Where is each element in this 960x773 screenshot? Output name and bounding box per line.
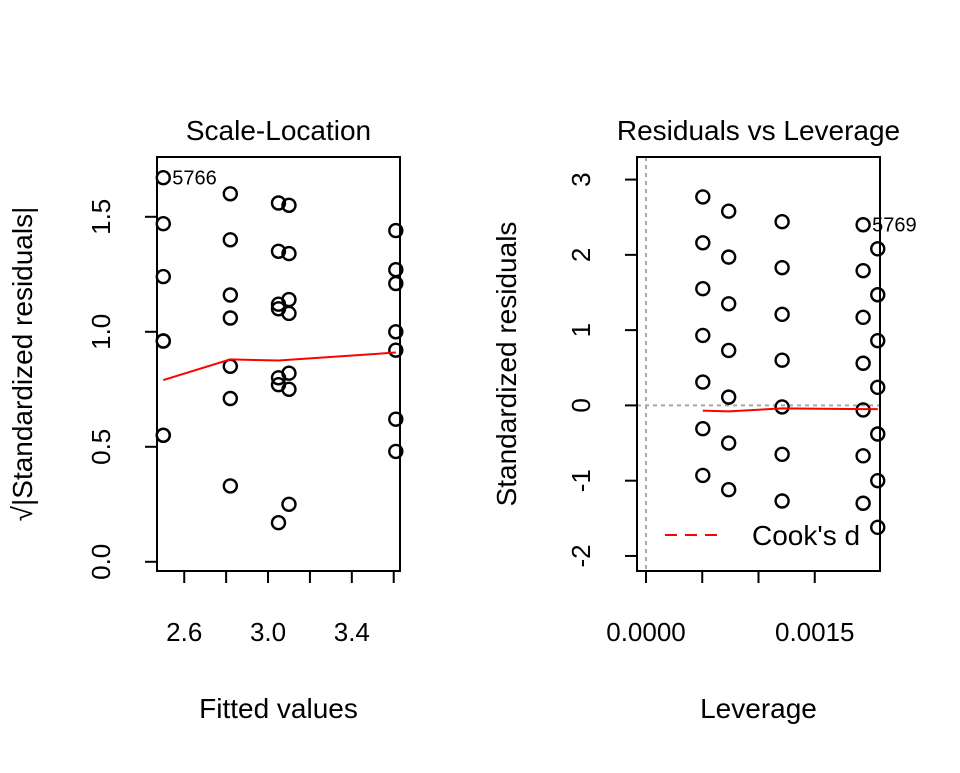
data-point bbox=[855, 448, 871, 464]
data-point bbox=[855, 495, 871, 511]
plot-frame bbox=[156, 156, 401, 572]
data-point bbox=[870, 332, 886, 349]
data-point bbox=[281, 381, 297, 397]
panel-residuals-vs-leverage: Residuals vs Leverage Leverage Standardize… bbox=[491, 115, 917, 724]
x-axis-label: Leverage bbox=[700, 693, 817, 724]
data-point bbox=[720, 203, 737, 219]
x-axis-label: Fitted values bbox=[199, 693, 358, 724]
data-point bbox=[870, 472, 886, 489]
data-point bbox=[388, 222, 404, 239]
point-label: 5769 bbox=[872, 215, 917, 237]
data-point bbox=[155, 333, 171, 349]
data-point bbox=[388, 342, 404, 358]
x-tick-label: 3.0 bbox=[250, 617, 286, 647]
data-point bbox=[870, 241, 886, 257]
data-point bbox=[281, 305, 297, 322]
data-point bbox=[774, 306, 790, 323]
y-axis-label: √|Standardized residuals| bbox=[7, 207, 38, 522]
panel-scale-location: Scale-Location Fitted values √|Standardize… bbox=[7, 115, 404, 724]
y-tick-label: -1 bbox=[566, 469, 596, 492]
data-point bbox=[870, 379, 886, 396]
data-point bbox=[870, 287, 886, 303]
data-point bbox=[695, 281, 711, 297]
data-point bbox=[720, 249, 737, 265]
data-point bbox=[695, 421, 711, 437]
data-point bbox=[155, 169, 171, 186]
y-tick-label: 1.5 bbox=[86, 199, 116, 235]
data-point bbox=[774, 352, 790, 368]
data-point bbox=[774, 399, 790, 415]
x-tick-label: 2.6 bbox=[166, 617, 202, 647]
data-point bbox=[720, 342, 737, 359]
data-point bbox=[695, 467, 711, 484]
legend-label-cooks-distance: Cook's d bbox=[752, 520, 860, 551]
data-point bbox=[281, 197, 297, 214]
data-point bbox=[855, 262, 871, 279]
data-point bbox=[774, 446, 790, 463]
data-point bbox=[720, 389, 737, 405]
data-point bbox=[281, 365, 297, 381]
data-point bbox=[695, 235, 711, 251]
data-point bbox=[222, 478, 239, 494]
data-point bbox=[720, 482, 737, 498]
data-point bbox=[222, 390, 239, 407]
data-point bbox=[281, 245, 297, 262]
y-tick-label: -2 bbox=[566, 544, 596, 567]
smooth-trend-line bbox=[162, 351, 396, 382]
data-point bbox=[155, 215, 171, 232]
point-label: 5766 bbox=[172, 168, 217, 190]
x-tick-label: 0.0000 bbox=[606, 617, 686, 647]
data-point bbox=[855, 217, 871, 233]
data-point bbox=[281, 496, 297, 512]
x-tick-label: 3.4 bbox=[334, 617, 370, 647]
data-point bbox=[720, 296, 737, 312]
data-point bbox=[222, 232, 239, 248]
data-point bbox=[870, 519, 886, 536]
y-tick-label: 0 bbox=[566, 398, 596, 412]
data-point bbox=[774, 259, 790, 276]
y-tick-label: 1 bbox=[566, 323, 596, 337]
data-point bbox=[270, 243, 287, 260]
smooth-trend-line bbox=[702, 407, 878, 413]
plot-frame bbox=[636, 156, 881, 572]
data-point bbox=[270, 195, 287, 211]
data-point bbox=[222, 186, 239, 202]
data-point bbox=[695, 374, 711, 390]
data-point bbox=[155, 427, 171, 443]
data-point bbox=[388, 275, 404, 292]
y-tick-label: 1.0 bbox=[86, 314, 116, 350]
data-point bbox=[222, 310, 239, 326]
data-point bbox=[720, 435, 737, 451]
y-axis-label: Standardized residuals bbox=[491, 222, 522, 507]
chart-title: Residuals vs Leverage bbox=[617, 115, 900, 146]
data-point bbox=[855, 355, 871, 371]
data-point bbox=[774, 214, 790, 230]
data-point bbox=[774, 493, 790, 509]
data-point bbox=[695, 327, 711, 344]
y-tick-label: 3 bbox=[566, 172, 596, 186]
y-tick-label: 0.5 bbox=[86, 429, 116, 465]
data-point bbox=[388, 411, 404, 427]
data-point bbox=[870, 426, 886, 442]
data-point bbox=[270, 515, 287, 531]
x-tick-label: 0.0015 bbox=[775, 617, 855, 647]
data-point bbox=[155, 268, 171, 285]
data-point bbox=[695, 189, 711, 205]
data-point bbox=[855, 309, 871, 326]
y-tick-label: 0.0 bbox=[86, 544, 116, 580]
data-point bbox=[388, 324, 404, 340]
y-tick-label: 2 bbox=[566, 248, 596, 262]
data-point bbox=[388, 443, 404, 460]
chart-title: Scale-Location bbox=[186, 115, 371, 146]
data-point bbox=[222, 287, 239, 303]
